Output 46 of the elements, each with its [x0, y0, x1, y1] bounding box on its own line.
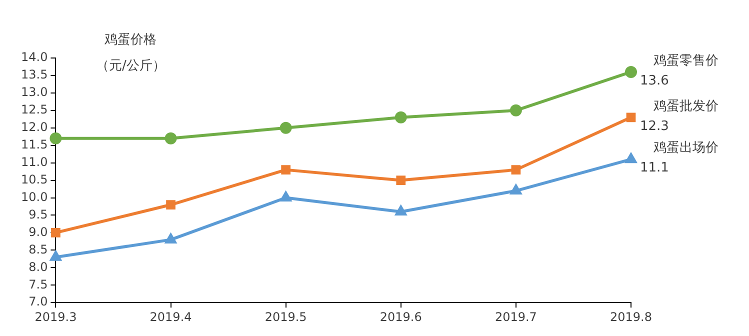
y-tick-label: 12.0 [21, 120, 48, 134]
point [510, 104, 522, 116]
series-label: 鸡蛋出场价 [652, 140, 718, 156]
y-tick-label: 12.5 [21, 102, 48, 117]
y-tick-label: 14.0 [21, 50, 48, 64]
y-tick-label: 10.5 [21, 172, 48, 186]
x-tick-label: 2019.4 [150, 310, 192, 324]
y-axis-title: 鸡蛋价格（元/公斤） [96, 32, 166, 74]
point [281, 165, 291, 174]
y-tick-label: 8.0 [28, 260, 48, 274]
point [396, 176, 406, 185]
y-tick-label: 10.0 [21, 190, 48, 204]
point [50, 251, 62, 261]
point [51, 228, 60, 238]
point [394, 111, 407, 124]
point [395, 206, 406, 216]
point [166, 200, 176, 210]
data-label: 12.3 [640, 118, 669, 134]
y-tick-label: 13.0 [21, 85, 48, 100]
point [280, 192, 292, 202]
point [626, 112, 636, 122]
y-tick-label: 7.0 [28, 294, 48, 309]
point [510, 184, 522, 195]
y-tick-label: 11.0 [21, 154, 48, 169]
y-tick-label: 9.5 [28, 207, 48, 222]
y-tick-label: 7.5 [28, 277, 48, 292]
data-label: 11.1 [640, 160, 669, 176]
x-tick-label: 2019.7 [494, 310, 537, 324]
x-tick-label: 2019.5 [264, 310, 307, 324]
y-tick-label: 13.5 [21, 68, 48, 82]
point [511, 165, 521, 174]
point [165, 234, 176, 244]
series-label: 鸡蛋批发价 [652, 98, 718, 114]
point [626, 153, 636, 164]
point [625, 66, 637, 78]
x-tick-label: 2019.6 [380, 310, 422, 324]
x-tick-label: 2019.8 [610, 310, 652, 324]
y-tick-label: 8.5 [28, 242, 48, 256]
y-tick-label: 11.5 [21, 137, 48, 152]
point [164, 132, 177, 144]
x-tick-label: 2019.3 [34, 310, 77, 324]
point [50, 132, 62, 144]
point [280, 122, 292, 134]
series-label: 鸡蛋零售价 [652, 53, 718, 68]
data-label: 13.6 [640, 73, 669, 88]
y-tick-label: 9.0 [28, 224, 48, 239]
